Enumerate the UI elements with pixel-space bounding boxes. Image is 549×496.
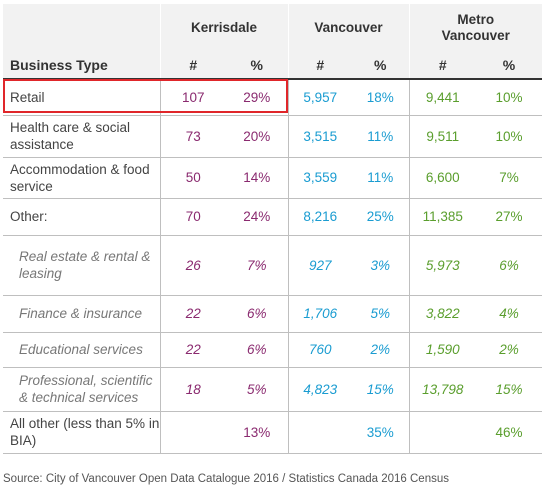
table-row: Other: 70 24% 8,216 25% 11,385 27% [3, 198, 543, 236]
row-label: Professional, scientific & technical ser… [3, 367, 160, 412]
kerrisdale-count: 22 [159, 332, 226, 368]
metro-pct: 27% [476, 198, 543, 236]
location-header-row: Kerrisdale Vancouver Metro Vancouver [3, 4, 543, 51]
table-row: Finance & insurance 22 6% 1,706 5% 3,822… [3, 295, 543, 333]
vancouver-pct: 11% [352, 157, 410, 199]
kerrisdale-pct: 20% [226, 115, 289, 158]
row-label: Educational services [3, 332, 160, 368]
table-row: Retail 107 29% 5,957 18% 9,441 10% [3, 79, 543, 116]
vancouver-pct-header: % [352, 51, 410, 80]
vancouver-count: 3,559 [287, 157, 353, 199]
kerrisdale-header: Kerrisdale [159, 4, 289, 51]
row-label: All other (less than 5% in BIA) [3, 411, 160, 454]
table-row: Accommodation & food service 50 14% 3,55… [3, 157, 543, 199]
metro-count: 5,973 [408, 235, 477, 296]
metro-vancouver-header-text: Metro Vancouver [441, 11, 510, 43]
metro-count: 13,798 [408, 367, 477, 412]
kerrisdale-count: 73 [159, 115, 226, 158]
vancouver-pct: 25% [352, 198, 410, 236]
table-row: All other (less than 5% in BIA) 13% 35% … [3, 411, 543, 454]
kerrisdale-count: 22 [159, 295, 226, 333]
metro-count-header: # [408, 51, 477, 80]
kerrisdale-pct-header: % [226, 51, 289, 80]
kerrisdale-pct: 6% [226, 332, 289, 368]
kerrisdale-pct: 5% [226, 367, 289, 412]
kerrisdale-count: 70 [159, 198, 226, 236]
kerrisdale-pct: 6% [226, 295, 289, 333]
metro-count [408, 411, 477, 454]
empty-header-cell [3, 4, 160, 51]
kerrisdale-count: 26 [159, 235, 226, 296]
vancouver-pct: 3% [352, 235, 410, 296]
kerrisdale-count-header: # [159, 51, 226, 80]
business-type-header: Business Type [3, 51, 160, 80]
vancouver-count: 1,706 [287, 295, 353, 333]
vancouver-count: 927 [287, 235, 353, 296]
kerrisdale-pct: 29% [226, 79, 289, 116]
vancouver-pct: 15% [352, 367, 410, 412]
metro-vancouver-header: Metro Vancouver [408, 4, 543, 51]
table-row: Educational services 22 6% 760 2% 1,590 … [3, 332, 543, 368]
kerrisdale-pct: 7% [226, 235, 289, 296]
metro-count: 9,511 [408, 115, 477, 158]
row-label: Accommodation & food service [3, 157, 160, 199]
metro-pct-header: % [476, 51, 543, 80]
table-row: Professional, scientific & technical ser… [3, 367, 543, 412]
metro-pct: 46% [476, 411, 543, 454]
business-type-table: Kerrisdale Vancouver Metro Vancouver Bus… [3, 4, 543, 454]
metro-pct: 7% [476, 157, 543, 199]
kerrisdale-count: 50 [159, 157, 226, 199]
kerrisdale-count: 18 [159, 367, 226, 412]
retail-row-highlight [3, 79, 288, 113]
vancouver-count: 760 [287, 332, 353, 368]
vancouver-pct: 18% [352, 79, 410, 116]
vancouver-pct: 2% [352, 332, 410, 368]
metro-count: 6,600 [408, 157, 477, 199]
row-label: Finance & insurance [3, 295, 160, 333]
column-header-row: Business Type # % # % # % [3, 51, 543, 80]
kerrisdale-count: 107 [159, 79, 226, 116]
row-label: Retail [3, 79, 160, 116]
vancouver-pct: 11% [352, 115, 410, 158]
metro-pct: 6% [476, 235, 543, 296]
metro-count: 1,590 [408, 332, 477, 368]
source-note: Source: City of Vancouver Open Data Cata… [3, 473, 449, 485]
vancouver-pct: 5% [352, 295, 410, 333]
metro-pct: 2% [476, 332, 543, 368]
vancouver-count-header: # [287, 51, 353, 80]
metro-pct: 4% [476, 295, 543, 333]
table-row: Real estate & rental & leasing 26 7% 927… [3, 235, 543, 296]
kerrisdale-pct: 24% [226, 198, 289, 236]
metro-pct: 10% [476, 115, 543, 158]
vancouver-count: 5,957 [287, 79, 353, 116]
vancouver-header: Vancouver [287, 4, 410, 51]
metro-count: 11,385 [408, 198, 477, 236]
vancouver-count [287, 411, 353, 454]
metro-count: 3,822 [408, 295, 477, 333]
metro-pct: 10% [476, 79, 543, 116]
row-label: Other: [3, 198, 160, 236]
kerrisdale-pct: 14% [226, 157, 289, 199]
metro-count: 9,441 [408, 79, 477, 116]
kerrisdale-pct: 13% [226, 411, 289, 454]
vancouver-pct: 35% [352, 411, 410, 454]
metro-pct: 15% [476, 367, 543, 412]
kerrisdale-count [159, 411, 226, 454]
table-row: Health care & social assistance 73 20% 3… [3, 115, 543, 158]
vancouver-count: 3,515 [287, 115, 353, 158]
row-label: Health care & social assistance [3, 115, 160, 158]
row-label: Real estate & rental & leasing [3, 235, 160, 296]
vancouver-count: 4,823 [287, 367, 353, 412]
vancouver-count: 8,216 [287, 198, 353, 236]
